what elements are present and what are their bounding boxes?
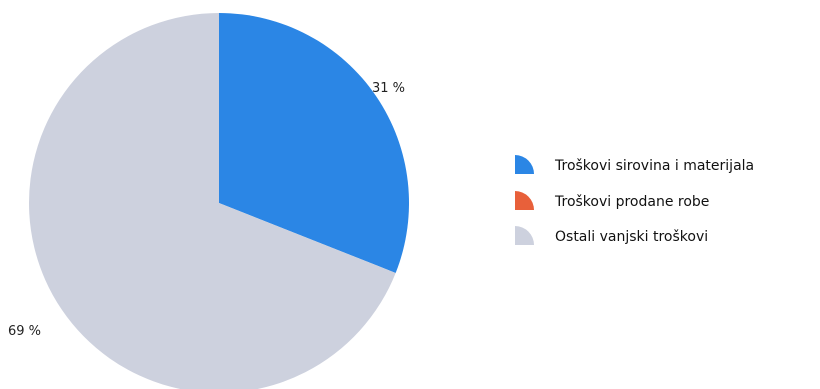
legend-item-troskovi-sirovina: Troškovi sirovina i materijala — [515, 155, 754, 174]
legend-label-troskovi-prodane-robe: Troškovi prodane robe — [554, 194, 709, 210]
pie-slice-2 — [29, 13, 396, 389]
legend-label-ostali-vanjski: Ostali vanjski troškovi — [555, 229, 708, 245]
legend-swatch-troskovi-prodane-robe — [515, 191, 534, 210]
pie-slices — [29, 13, 409, 389]
legend-label-troskovi-sirovina: Troškovi sirovina i materijala — [554, 158, 754, 174]
legend: Troškovi sirovina i materijala Troškovi … — [515, 155, 754, 245]
pie-slice-0 — [219, 13, 409, 273]
legend-item-ostali-vanjski: Ostali vanjski troškovi — [515, 226, 708, 245]
legend-item-troskovi-prodane-robe: Troškovi prodane robe — [515, 191, 709, 210]
slice-labels: 31 % 69 % — [8, 81, 405, 339]
slice-label-troskovi-sirovina: 31 % — [372, 81, 405, 96]
slice-label-ostali-vanjski: 69 % — [8, 324, 41, 339]
legend-swatch-ostali-vanjski — [515, 226, 534, 245]
legend-swatch-troskovi-sirovina — [515, 155, 534, 174]
